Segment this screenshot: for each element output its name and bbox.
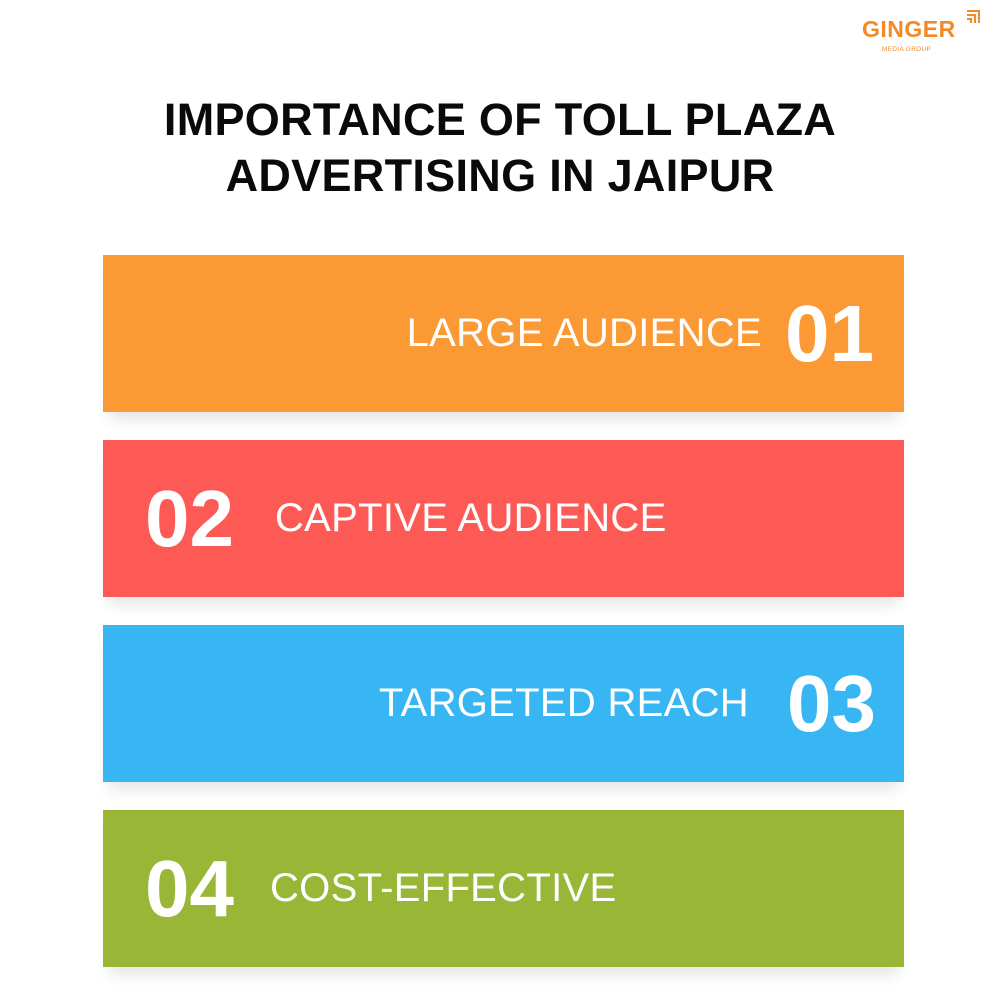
item-large-audience: LARGE AUDIENCE 01: [103, 255, 904, 412]
item-label: LARGE AUDIENCE: [406, 311, 762, 355]
logo-corner-icon: [967, 10, 980, 23]
item-number: 01: [785, 289, 874, 378]
title-line-1: IMPORTANCE OF TOLL PLAZA: [163, 94, 837, 145]
page-title: IMPORTANCE OF TOLL PLAZA ADVERTISING IN …: [0, 92, 1000, 204]
ginger-media-group-logo: GINGER MEDIA GROUP: [862, 10, 982, 60]
logo-wordmark: GINGER: [862, 16, 956, 42]
item-label: CAPTIVE AUDIENCE: [275, 496, 667, 540]
item-cost-effective: 04 COST-EFFECTIVE: [103, 810, 904, 967]
item-number: 03: [787, 659, 876, 748]
logo-subtitle: MEDIA GROUP: [882, 46, 932, 53]
item-targeted-reach: TARGETED REACH 03: [103, 625, 904, 782]
item-number: 04: [145, 844, 234, 933]
item-captive-audience: 02 CAPTIVE AUDIENCE: [103, 440, 904, 597]
item-label: COST-EFFECTIVE: [270, 866, 617, 910]
item-label: TARGETED REACH: [378, 681, 749, 725]
item-number: 02: [145, 474, 234, 563]
title-line-2: ADVERTISING IN JAIPUR: [225, 150, 775, 201]
